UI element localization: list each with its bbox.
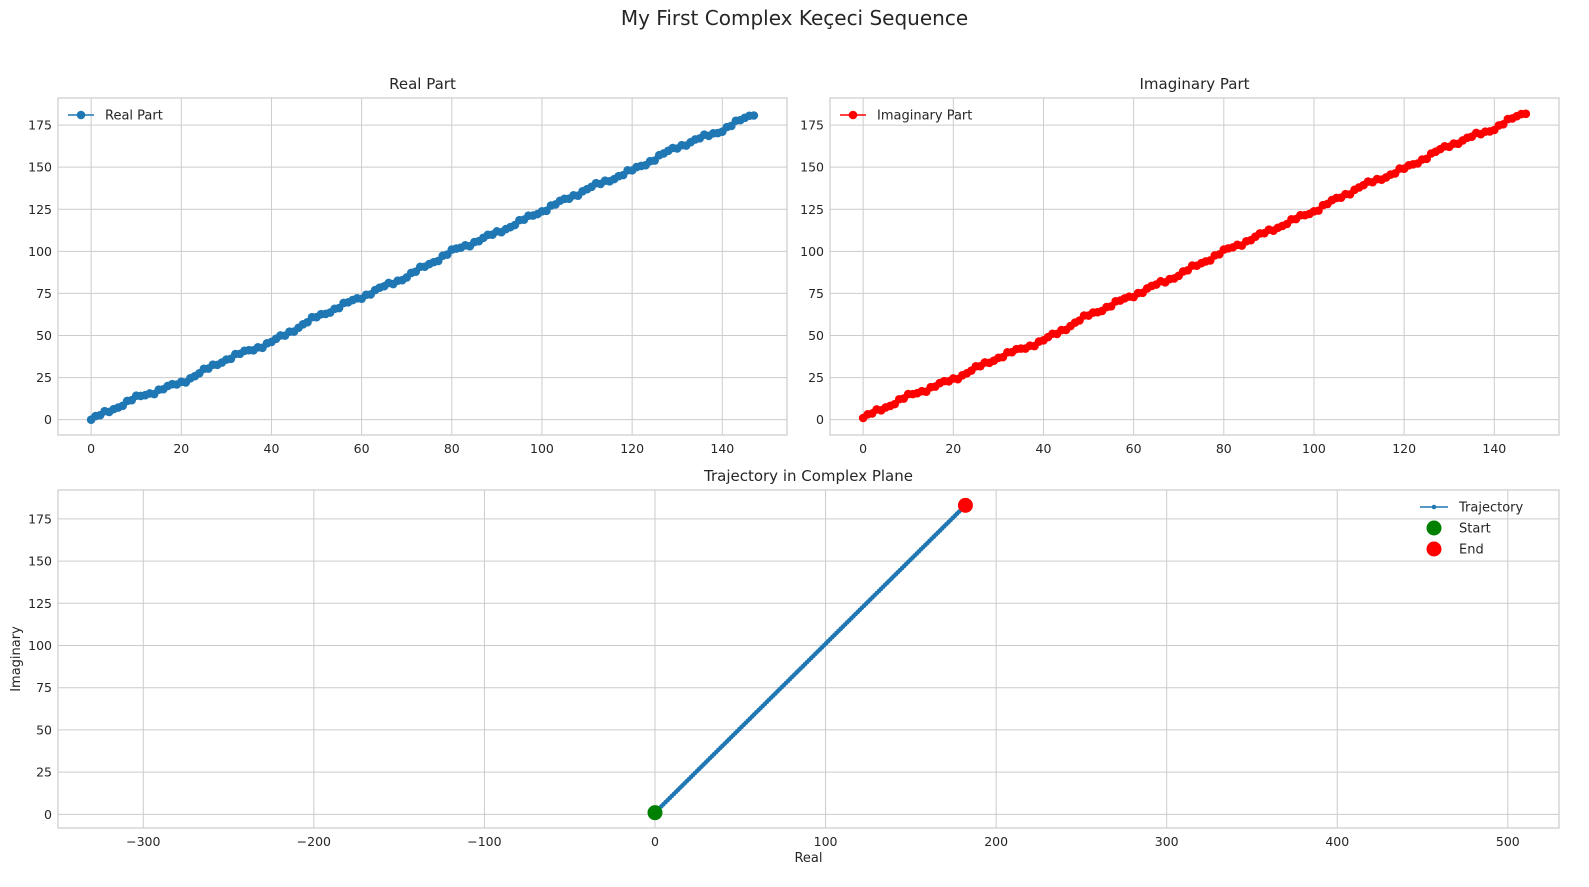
imaginary-part-legend-label: Imaginary Part: [877, 109, 972, 124]
imaginary-part-data-point: [1521, 109, 1531, 119]
trajectory-x-tick-label: 100: [814, 834, 838, 849]
trajectory-x-tick-label: 500: [1496, 834, 1520, 849]
trajectory-x-tick-label: 0: [651, 834, 659, 849]
real-part-legend-label: Real Part: [105, 109, 163, 124]
real-part-y-tick-label: 125: [28, 202, 52, 217]
trajectory-y-tick-label: 25: [36, 765, 52, 780]
real-part-legend-marker: [76, 110, 86, 120]
imaginary-part-plot-frame: [829, 97, 1560, 436]
real-part-x-tick-label: 0: [87, 441, 95, 456]
complex-trajectory-chart: −300 −200 −100 0 100 200 300 400 500 0 25 50 75 100 12…: [9, 467, 1560, 866]
real-part-y-tick-label: 100: [28, 244, 52, 259]
trajectory-x-tick-label: 200: [984, 834, 1008, 849]
real-part-y-tick-label: 0: [44, 412, 52, 427]
trajectory-y-tick-label: 50: [36, 722, 52, 737]
real-part-plot-frame: [57, 97, 788, 436]
imaginary-part-x-tick-label: 40: [1036, 441, 1052, 456]
real-part-y-tick-label: 175: [28, 118, 52, 133]
imaginary-part-y-tick-label: 0: [816, 412, 824, 427]
imaginary-part-x-tick-label: 20: [945, 441, 961, 456]
imaginary-part-y-tick-label: 175: [800, 118, 824, 133]
start-point-marker: [647, 805, 663, 821]
real-part-data-point: [749, 111, 759, 120]
real-part-chart-title: Real Part: [389, 75, 456, 93]
trajectory-y-tick-label: 75: [36, 680, 52, 695]
trajectory-y-tick-label: 150: [28, 554, 52, 569]
trajectory-x-tick-label: 400: [1325, 834, 1349, 849]
end-point-marker: [957, 497, 973, 513]
imaginary-part-y-tick-label: 50: [808, 328, 824, 343]
imaginary-part-y-tick-label: 75: [808, 286, 824, 301]
start-legend-label: Start: [1459, 522, 1491, 537]
end-legend-marker: [1426, 541, 1442, 557]
real-part-x-tick-label: 140: [710, 441, 734, 456]
trajectory-y-tick-label: 175: [28, 511, 52, 526]
imaginary-part-x-tick-label: 140: [1482, 441, 1506, 456]
trajectory-plot-frame: [57, 489, 1560, 829]
imaginary-part-y-tick-label: 25: [808, 370, 824, 385]
trajectory-y-tick-label: 0: [44, 807, 52, 822]
trajectory-x-axis-label: Real: [794, 851, 822, 866]
imaginary-part-chart: 0 20 40 60 80 100 120 140 0 25 50 75 100 125 150 175 Ima…: [800, 75, 1560, 456]
imaginary-part-x-tick-label: 0: [859, 441, 867, 456]
end-legend-label: End: [1459, 543, 1484, 558]
imaginary-part-y-tick-label: 100: [800, 244, 824, 259]
real-part-y-tick-label: 50: [36, 328, 52, 343]
real-part-x-tick-label: 20: [173, 441, 189, 456]
real-part-x-tick-label: 40: [264, 441, 280, 456]
trajectory-x-tick-label: −300: [126, 834, 160, 849]
real-part-y-tick-label: 150: [28, 160, 52, 175]
imaginary-part-chart-title: Imaginary Part: [1139, 75, 1249, 93]
trajectory-chart-title: Trajectory in Complex Plane: [703, 467, 913, 485]
imaginary-part-x-tick-label: 80: [1216, 441, 1232, 456]
trajectory-legend-marker: [1431, 504, 1437, 510]
imaginary-part-y-tick-label: 125: [800, 202, 824, 217]
trajectory-x-tick-label: −100: [467, 834, 501, 849]
imaginary-part-x-tick-label: 100: [1302, 441, 1326, 456]
figure-suptitle: My First Complex Keçeci Sequence: [621, 6, 968, 30]
trajectory-y-tick-label: 100: [28, 638, 52, 653]
imaginary-part-y-tick-label: 150: [800, 160, 824, 175]
real-part-chart: 0 20 40 60 80 100 120 140 0 25 50 75 100 125 150 175 Rea…: [28, 75, 788, 456]
trajectory-y-tick-label: 125: [28, 596, 52, 611]
trajectory-legend-label: Trajectory: [1458, 501, 1523, 516]
imaginary-part-x-tick-label: 120: [1392, 441, 1416, 456]
real-part-x-tick-label: 120: [620, 441, 644, 456]
real-part-y-tick-label: 75: [36, 286, 52, 301]
real-part-x-tick-label: 80: [444, 441, 460, 456]
imaginary-part-x-tick-label: 60: [1126, 441, 1142, 456]
trajectory-x-tick-label: 300: [1155, 834, 1179, 849]
real-part-x-tick-label: 60: [354, 441, 370, 456]
imaginary-part-legend-marker: [848, 110, 858, 120]
trajectory-y-axis-label: Imaginary: [9, 626, 24, 692]
start-legend-marker: [1426, 520, 1442, 536]
real-part-y-tick-label: 25: [36, 370, 52, 385]
trajectory-x-tick-label: −200: [297, 834, 331, 849]
real-part-x-tick-label: 100: [530, 441, 554, 456]
